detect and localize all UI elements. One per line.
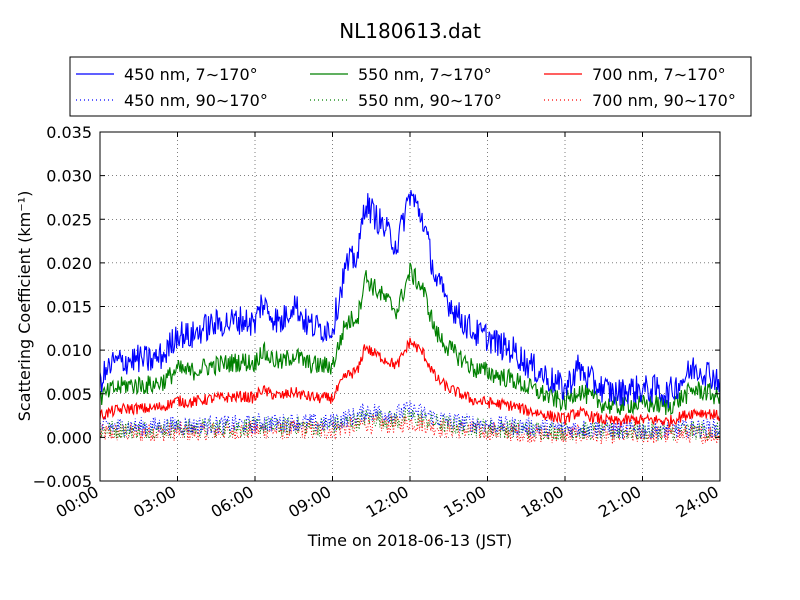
axis-ticks bbox=[99, 131, 721, 482]
legend: 450 nm, 7∼170° 450 nm, 90∼170° 550 nm, 7∼1… bbox=[69, 56, 752, 117]
y-tick-label: 0.030 bbox=[46, 167, 92, 186]
series-layer bbox=[99, 190, 721, 445]
y-tick-label: 0.010 bbox=[46, 341, 92, 360]
y-tick-label: 0.035 bbox=[46, 123, 92, 142]
y-axis-label: Scattering Coefficient (km⁻¹) bbox=[15, 191, 34, 422]
chart-title: NL180613.dat bbox=[339, 19, 481, 43]
series-line-450 nm, 7∼170° bbox=[99, 190, 721, 409]
legend-label: 550 nm, 7∼170° bbox=[358, 65, 492, 84]
legend-label: 700 nm, 90∼170° bbox=[592, 91, 736, 110]
series-line-450 nm, 90∼170° bbox=[99, 399, 721, 440]
series-line-700 nm, 7∼170° bbox=[99, 337, 721, 429]
y-tick-labels: −0.005 0.000 0.005 0.010 0.015 0.020 0.025 0.03… bbox=[33, 123, 92, 491]
y-tick-label: 0.020 bbox=[46, 254, 92, 273]
legend-label: 550 nm, 90∼170° bbox=[358, 91, 502, 110]
series-line-550 nm, 90∼170° bbox=[99, 407, 721, 441]
y-tick-label: 0.005 bbox=[46, 385, 92, 404]
legend-box bbox=[69, 56, 752, 117]
y-tick-label: 0.015 bbox=[46, 298, 92, 317]
series-line-550 nm, 7∼170° bbox=[99, 262, 721, 416]
y-tick-label: 0.025 bbox=[46, 210, 92, 229]
y-tick-label: −0.005 bbox=[33, 472, 92, 491]
y-tick-label: 0.000 bbox=[46, 428, 92, 447]
legend-label: 450 nm, 90∼170° bbox=[124, 91, 268, 110]
x-axis-label: Time on 2018-06-13 (JST) bbox=[307, 531, 512, 550]
legend-label: 450 nm, 7∼170° bbox=[124, 65, 258, 84]
legend-label: 700 nm, 7∼170° bbox=[592, 65, 726, 84]
